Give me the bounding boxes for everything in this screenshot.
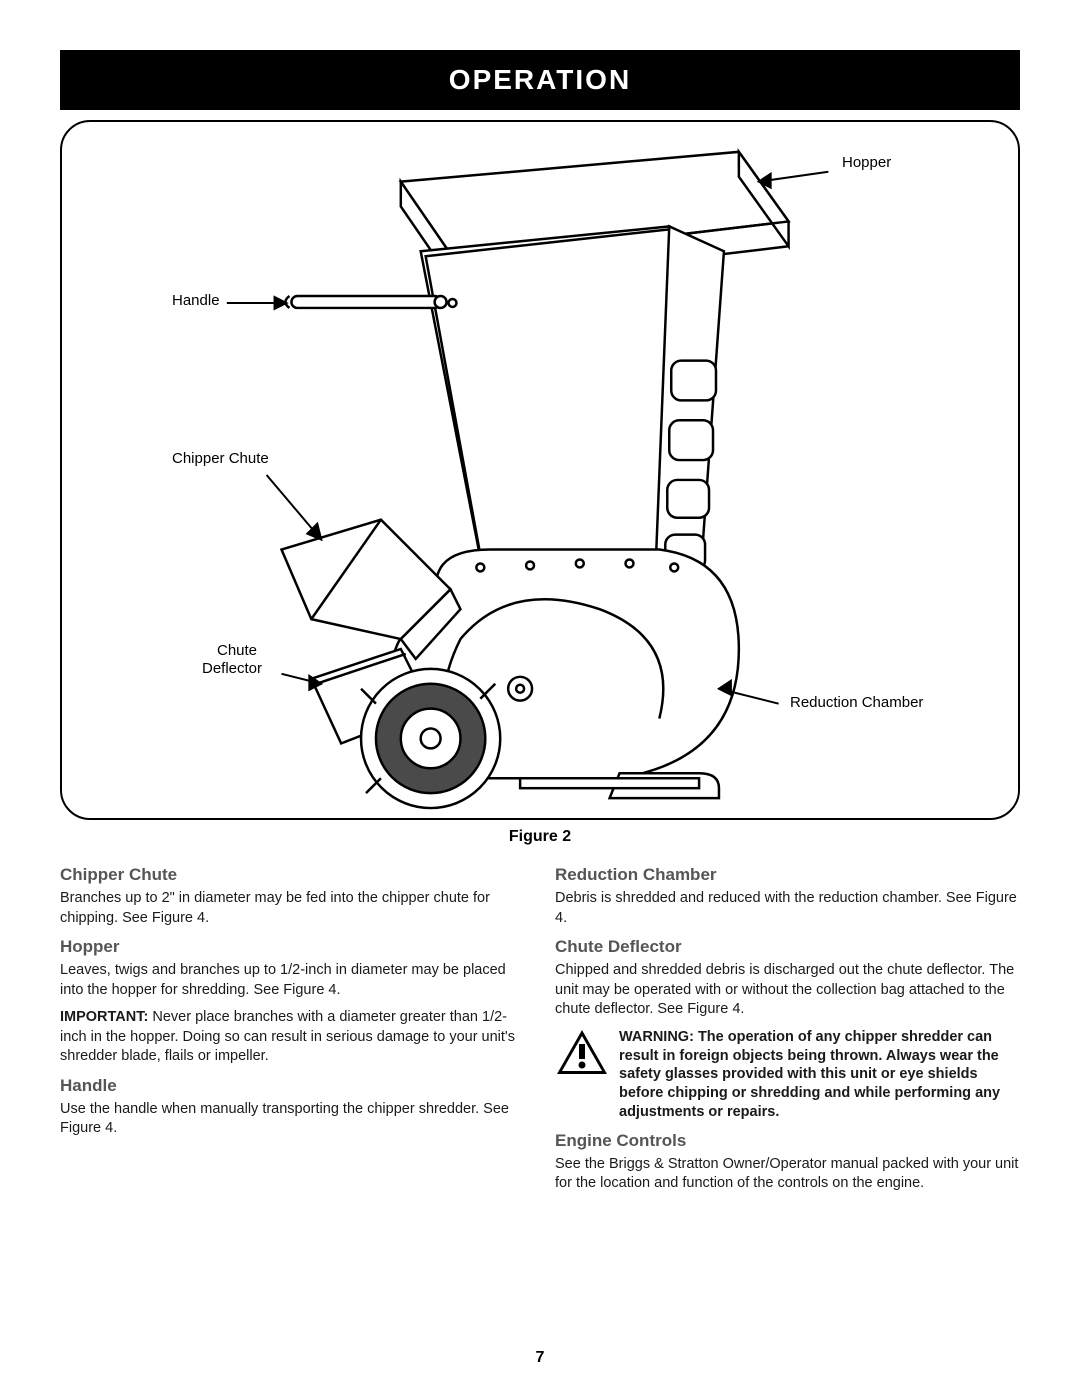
warning-block: WARNING: The operation of any chipper sh… bbox=[555, 1028, 1020, 1122]
label-handle: Handle bbox=[172, 292, 220, 309]
label-hopper: Hopper bbox=[842, 154, 891, 171]
important-note: IMPORTANT: Never place branches with a d… bbox=[60, 1008, 525, 1067]
figure-caption: Figure 2 bbox=[60, 828, 1020, 846]
body-engine-controls: See the Briggs & Stratton Owner/Operator… bbox=[555, 1155, 1020, 1194]
label-chute-deflector-1: Chute bbox=[217, 642, 257, 659]
important-label: IMPORTANT: bbox=[60, 1009, 148, 1025]
body-handle: Use the handle when manually transportin… bbox=[60, 1100, 525, 1139]
chipper-shredder-diagram bbox=[62, 122, 1018, 818]
body-chute-deflector: Chipped and shredded debris is discharge… bbox=[555, 961, 1020, 1020]
body-reduction-chamber: Debris is shredded and reduced with the … bbox=[555, 889, 1020, 928]
warning-icon bbox=[555, 1028, 609, 1076]
section-header: OPERATION bbox=[60, 50, 1020, 110]
label-chipper-chute: Chipper Chute bbox=[172, 450, 269, 467]
page-number: 7 bbox=[0, 1349, 1080, 1367]
heading-handle: Handle bbox=[60, 1075, 525, 1098]
heading-engine-controls: Engine Controls bbox=[555, 1130, 1020, 1153]
body-chipper-chute: Branches up to 2" in diameter may be fed… bbox=[60, 889, 525, 928]
figure-2-diagram: Hopper Handle Chipper Chute Chute Deflec… bbox=[60, 120, 1020, 820]
heading-hopper: Hopper bbox=[60, 936, 525, 959]
label-reduction-chamber: Reduction Chamber bbox=[790, 694, 923, 711]
left-column: Chipper Chute Branches up to 2" in diame… bbox=[60, 856, 525, 1202]
heading-reduction-chamber: Reduction Chamber bbox=[555, 864, 1020, 887]
right-column: Reduction Chamber Debris is shredded and… bbox=[555, 856, 1020, 1202]
warning-text: WARNING: The operation of any chipper sh… bbox=[619, 1028, 1020, 1122]
heading-chute-deflector: Chute Deflector bbox=[555, 936, 1020, 959]
heading-chipper-chute: Chipper Chute bbox=[60, 864, 525, 887]
label-chute-deflector-2: Deflector bbox=[202, 660, 262, 677]
warning-label: WARNING: bbox=[619, 1029, 694, 1045]
text-columns: Chipper Chute Branches up to 2" in diame… bbox=[60, 856, 1020, 1202]
body-hopper: Leaves, twigs and branches up to 1/2-inc… bbox=[60, 961, 525, 1000]
